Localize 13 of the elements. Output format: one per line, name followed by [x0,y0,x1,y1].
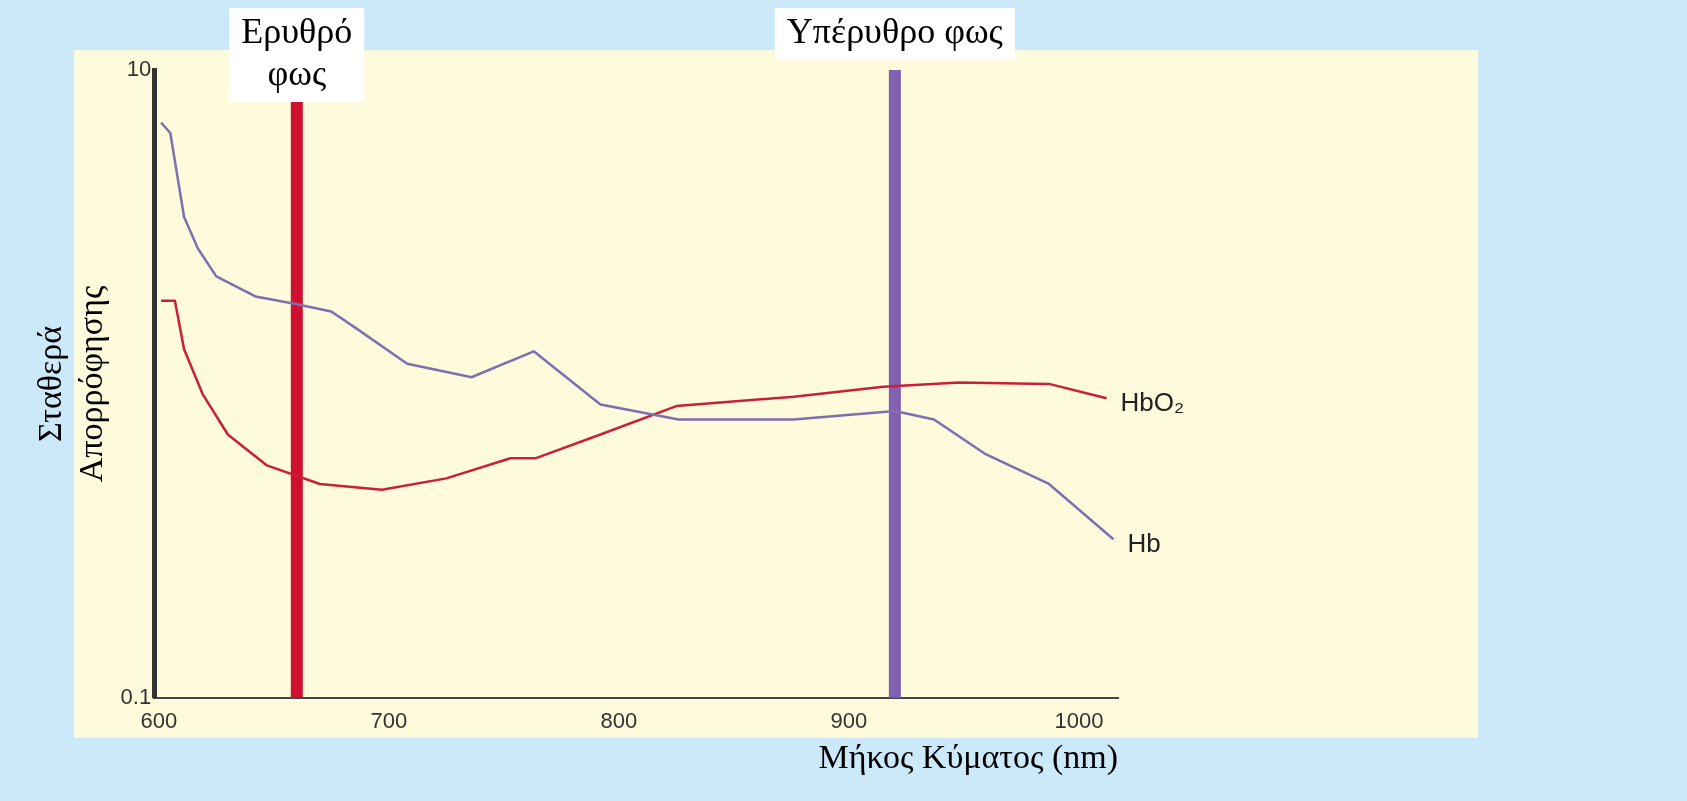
series-label: Hb [1127,528,1161,559]
ref-line-label: Ερυθρό φως [241,11,353,94]
y-axis-title: Σταθερά Απορρόφησης [31,285,110,483]
series-label: HbO₂ [1120,387,1185,418]
x-tick-label: 800 [600,708,638,734]
x-axis-title: Μήκος Κύματος (nm) [818,737,1118,776]
y-tick-label: 0.1 [120,683,152,709]
x-tick-label: 600 [140,708,178,734]
x-tick-label: 900 [830,708,868,734]
y-tick-label: 10 [126,56,152,82]
x-tick-label: 700 [370,708,408,734]
ref-line-label: Υπέρυθρο φως [786,11,1003,52]
x-tick-label: 1000 [1054,708,1104,734]
